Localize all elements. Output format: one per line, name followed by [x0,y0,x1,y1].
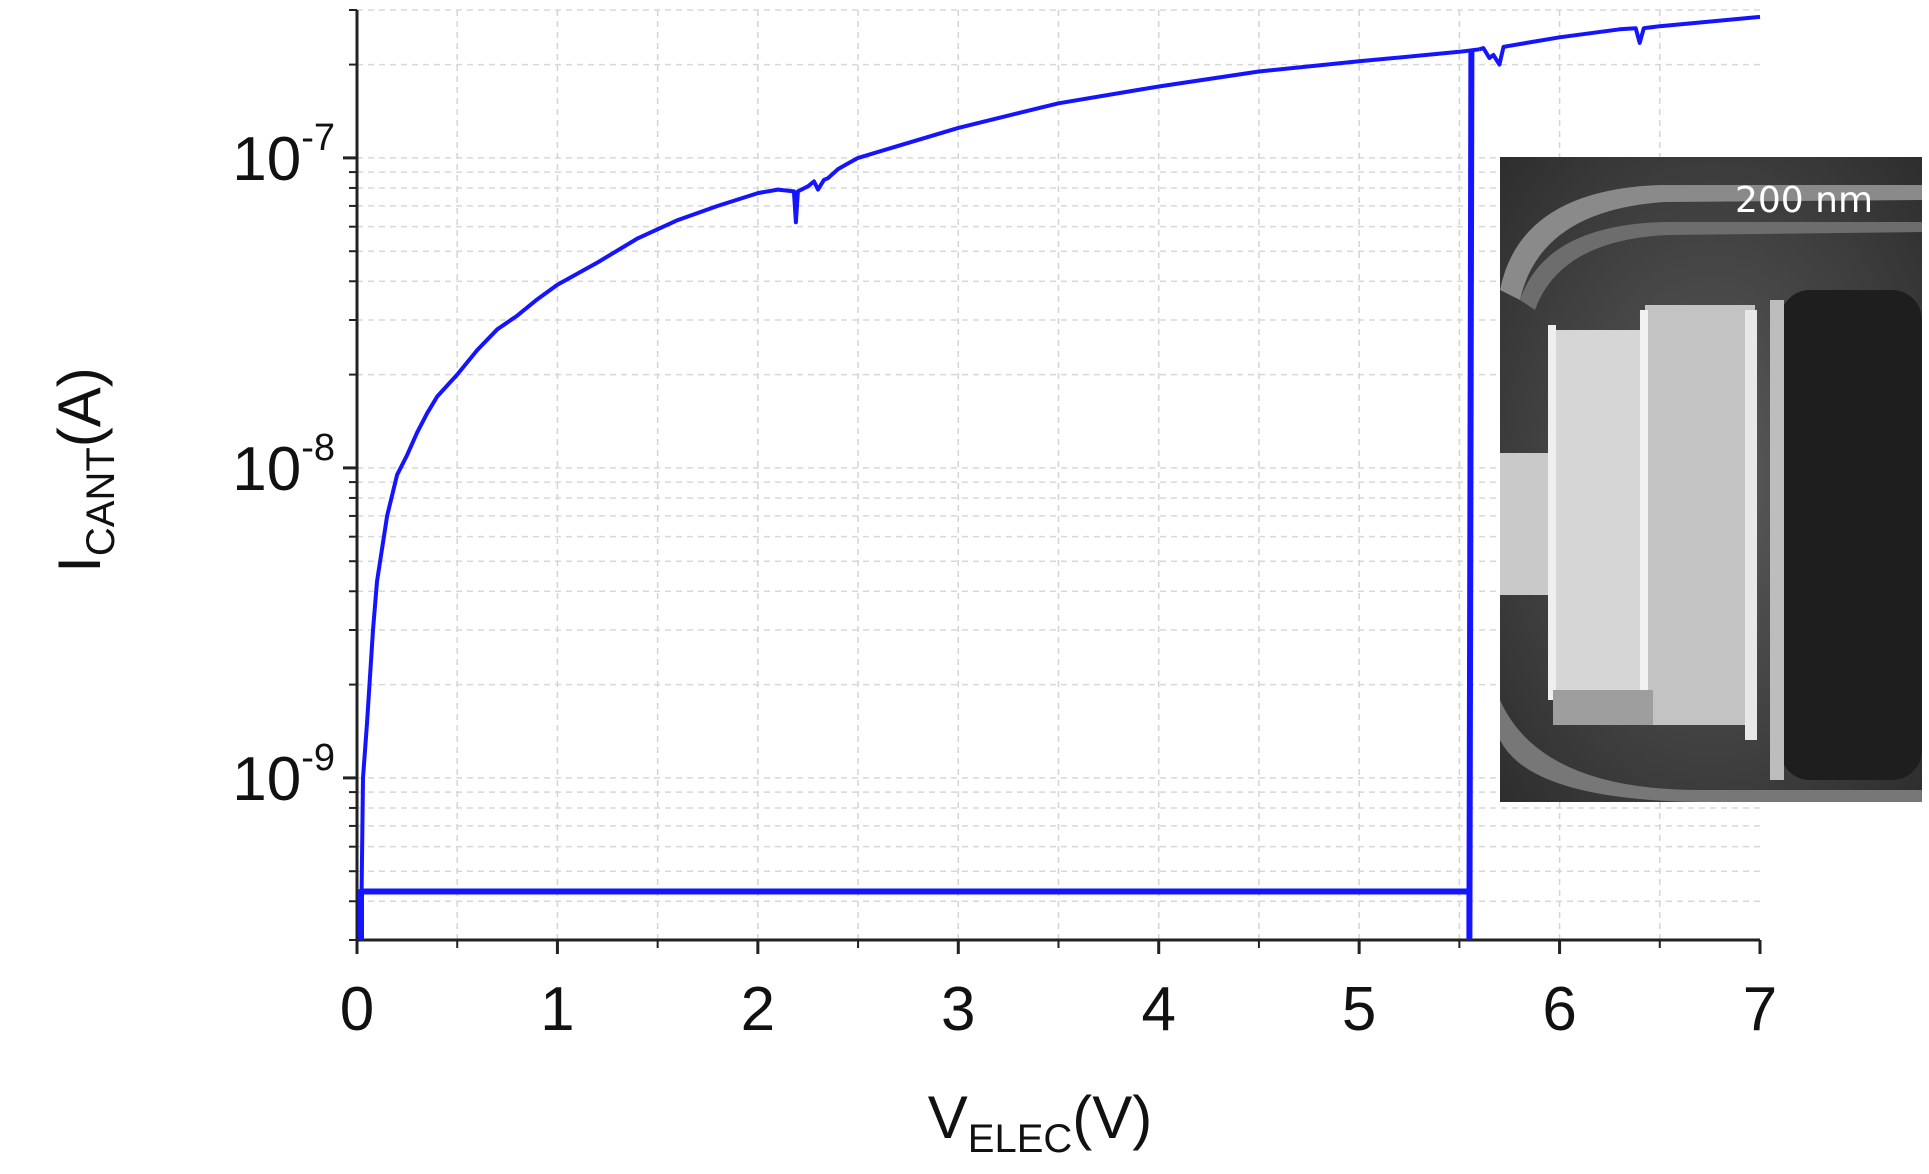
y-axis-title: ICANT(A) [46,367,123,573]
y-tick-label: 10-9 [232,737,335,814]
x-axis-title-unit: (V) [1072,1084,1152,1151]
y-tick-label-base: 10 [232,435,301,504]
x-axis-title: VELEC(V) [928,1084,1153,1161]
series-line-segment [1478,14,1761,67]
sem-inset-image: 200 nm [1500,157,1922,802]
x-tick-label: 3 [941,975,975,1044]
x-tick-label: 7 [1743,975,1777,1044]
series-layer [358,14,1761,940]
axes: 0 1 2 3 4 5 6 710-710-810-9 [232,9,1777,1044]
series-line-segment [359,47,1480,940]
series-line-segment [358,51,1475,940]
y-tick-label-base: 10 [232,125,301,194]
x-axis-title-main: V [928,1084,968,1151]
x-tick-label: 5 [1342,975,1376,1044]
y-tick-label: 10-7 [232,117,335,194]
scale-bar-label: 200 nm [1735,180,1873,221]
x-tick-label: 6 [1542,975,1576,1044]
y-tick-label-exponent: -8 [301,427,335,469]
x-tick-label: 1 [540,975,574,1044]
x-tick-label: 0 [340,975,374,1044]
y-tick-label: 10-8 [232,427,335,504]
y-axis-title-unit: (A) [46,367,113,447]
y-axis-title-sub: CANT [79,447,123,556]
x-tick-label: 2 [741,975,775,1044]
y-axis-title-main: I [46,556,113,573]
y-tick-label-exponent: -9 [301,737,335,779]
x-axis-title-sub: ELEC [968,1117,1073,1161]
y-tick-label-base: 10 [232,745,301,814]
y-tick-label-exponent: -7 [301,117,335,159]
x-tick-label: 4 [1141,975,1175,1044]
